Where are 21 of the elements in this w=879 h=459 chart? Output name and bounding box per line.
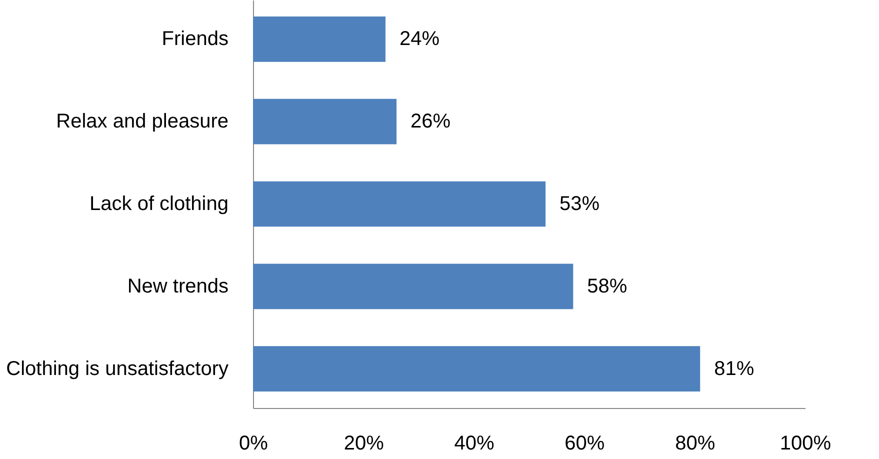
data-label: 24%	[399, 28, 440, 50]
data-label: 53%	[560, 193, 600, 215]
x-tick-label: 0%	[239, 432, 268, 454]
y-tick-label: Friends	[162, 28, 228, 50]
x-tick-label: 100%	[780, 432, 832, 454]
y-tick-label: Relax and pleasure	[56, 110, 228, 133]
y-tick-label: Lack of clothing	[90, 193, 228, 215]
x-tick-label: 80%	[675, 432, 716, 454]
bar	[253, 264, 574, 310]
bar	[253, 181, 546, 227]
x-tick-label: 40%	[454, 432, 495, 454]
data-label: 81%	[714, 358, 754, 380]
bar	[253, 98, 397, 144]
x-tick-label: 60%	[564, 432, 605, 454]
data-label: 58%	[587, 275, 628, 298]
x-tick-label: 20%	[344, 432, 384, 454]
data-label: 26%	[410, 110, 451, 133]
y-tick-label: Clothing is unsatisfactory	[6, 358, 228, 380]
bar	[253, 346, 700, 392]
y-tick-label: New trends	[127, 275, 228, 298]
bar	[253, 16, 386, 62]
